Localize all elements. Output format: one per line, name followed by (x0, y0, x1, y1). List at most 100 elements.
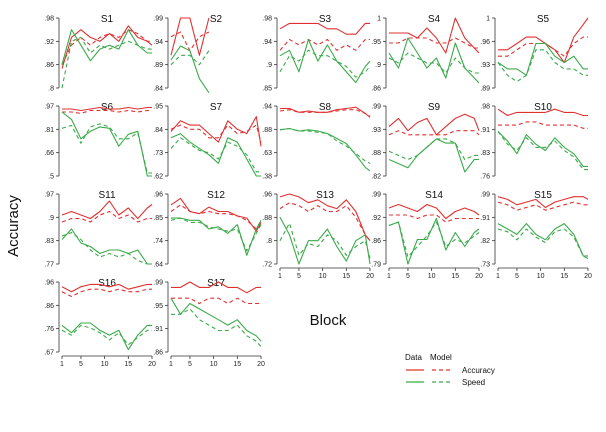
y-tick-label: .9 (375, 62, 381, 69)
x-tick-label: 10 (210, 361, 218, 368)
y-tick-label: .97 (44, 192, 54, 199)
speed-data-line (388, 138, 479, 173)
y-tick-label: .91 (480, 215, 490, 222)
y-tick-label: .79 (371, 262, 381, 269)
panels: S1.8.86.92.98 S2.84.89.94.99 S3.85.9.94.98… (44, 14, 592, 368)
x-tick-label: 20 (366, 273, 374, 280)
y-tick-label: .85 (153, 215, 163, 222)
y-tick-label: .96 (480, 39, 490, 46)
panel-title: S6 (101, 102, 114, 113)
legend-speed-label: Speed (462, 378, 485, 387)
accuracy-model-line (497, 201, 588, 211)
speed-model-line (497, 131, 588, 171)
panel-title: S5 (537, 14, 550, 25)
panel-s8: S8 .38 .63 .88 .94 (262, 102, 371, 181)
y-tick-label: .77 (44, 262, 54, 269)
speed-model-line (388, 221, 480, 258)
y-tick-label: .89 (153, 62, 163, 69)
speed-model-line (170, 137, 261, 173)
accuracy-model-line (389, 214, 479, 223)
x-tick-label: 10 (319, 273, 327, 280)
speed-model-line (279, 127, 371, 164)
x-axis-label: Block (310, 312, 347, 329)
accuracy-model-line (279, 38, 370, 51)
y-tick-label: .95 (153, 104, 163, 111)
x-tick-label: 20 (148, 361, 156, 368)
y-tick-label: .9 (266, 62, 272, 69)
y-tick-label: .91 (153, 326, 163, 333)
accuracy-data-line (170, 197, 262, 232)
panel-title: S10 (534, 102, 552, 113)
y-tick-label: .86 (371, 238, 381, 245)
accuracy-model-line (62, 109, 152, 114)
panel-title: S12 (207, 190, 225, 201)
y-tick-label: .99 (371, 104, 381, 111)
accuracy-data-line (61, 283, 152, 293)
y-tick-label: .93 (371, 127, 381, 134)
y-tick-label: .92 (44, 39, 54, 46)
accuracy-model-line (389, 37, 479, 49)
accuracy-data-line (497, 196, 589, 209)
y-tick-label: .66 (44, 150, 54, 157)
y-tick-label: .94 (262, 39, 272, 46)
y-tick-label: .8 (48, 86, 54, 93)
speed-data-line (388, 217, 480, 265)
panel-s13: S13.72.8.88.961 5 10 15 20 (262, 190, 374, 280)
speed-data-line (61, 111, 152, 177)
y-tick-label: .84 (153, 127, 163, 134)
speed-data-line (497, 42, 588, 76)
y-axis-label: Accuracy (5, 195, 22, 257)
speed-data-line (497, 131, 588, 168)
x-tick-label: 1 (169, 361, 173, 368)
y-tick-label: .98 (44, 16, 54, 23)
x-tick-label: 5 (79, 361, 83, 368)
x-tick-label: 10 (428, 273, 436, 280)
speed-model-line (61, 123, 152, 174)
accuracy-model-line (170, 124, 262, 143)
accuracy-data-line (388, 113, 480, 136)
y-tick-label: .67 (44, 350, 54, 357)
panel-s12: S12 .64 .74 .85 .96 (153, 190, 262, 269)
panel-s6: S6 .5 .66 .81 .97 (44, 102, 152, 181)
y-tick-label: .89 (480, 86, 490, 93)
x-tick-label: 1 (60, 361, 64, 368)
y-tick-label: .88 (371, 150, 381, 157)
speed-data-line (61, 322, 152, 351)
accuracy-model-line (279, 109, 371, 117)
y-tick-label: .84 (153, 86, 163, 93)
x-tick-label: 5 (406, 273, 410, 280)
speed-model-line (170, 217, 262, 252)
y-tick-label: .83 (480, 150, 490, 157)
x-tick-label: 1 (496, 273, 500, 280)
y-tick-label: .72 (262, 262, 272, 269)
accuracy-data-line (171, 281, 261, 294)
panel-s17: S17.86.91.95.991 5 10 15 20 (153, 278, 265, 368)
panel-s11: S11 .77 .83 .9 .97 (44, 190, 153, 269)
speed-model-line (497, 49, 588, 83)
y-tick-label: .93 (480, 62, 490, 69)
speed-data-line (170, 297, 262, 342)
accuracy-model-line (61, 288, 152, 298)
y-tick-label: .99 (153, 280, 163, 287)
panel-title: S14 (425, 190, 443, 201)
accuracy-data-line (62, 106, 152, 112)
accuracy-data-line (497, 108, 588, 117)
y-tick-label: .76 (480, 174, 490, 181)
panel-s3: S3 .85 .9 .94 .98 (262, 14, 371, 93)
panel-s2: S2 .84 .89 .94 .99 (153, 14, 223, 94)
x-tick-label: 1 (387, 273, 391, 280)
y-tick-label: .97 (44, 104, 54, 111)
y-tick-label: .96 (153, 192, 163, 199)
y-tick-label: .88 (262, 215, 272, 222)
panel-title: S11 (98, 190, 115, 201)
y-tick-label: .62 (153, 174, 163, 181)
panel-s14: S14.79.86.92.991 5 10 15 20 (371, 190, 483, 280)
panel-title: S1 (101, 14, 114, 25)
x-tick-label: 15 (451, 273, 459, 280)
panel-title: S7 (210, 102, 223, 113)
speed-data-line (279, 38, 371, 84)
panel-s1: S1 .8 .86 .92 .98 (44, 14, 153, 93)
accuracy-data-line (279, 22, 370, 35)
accuracy-model-line (171, 297, 261, 305)
